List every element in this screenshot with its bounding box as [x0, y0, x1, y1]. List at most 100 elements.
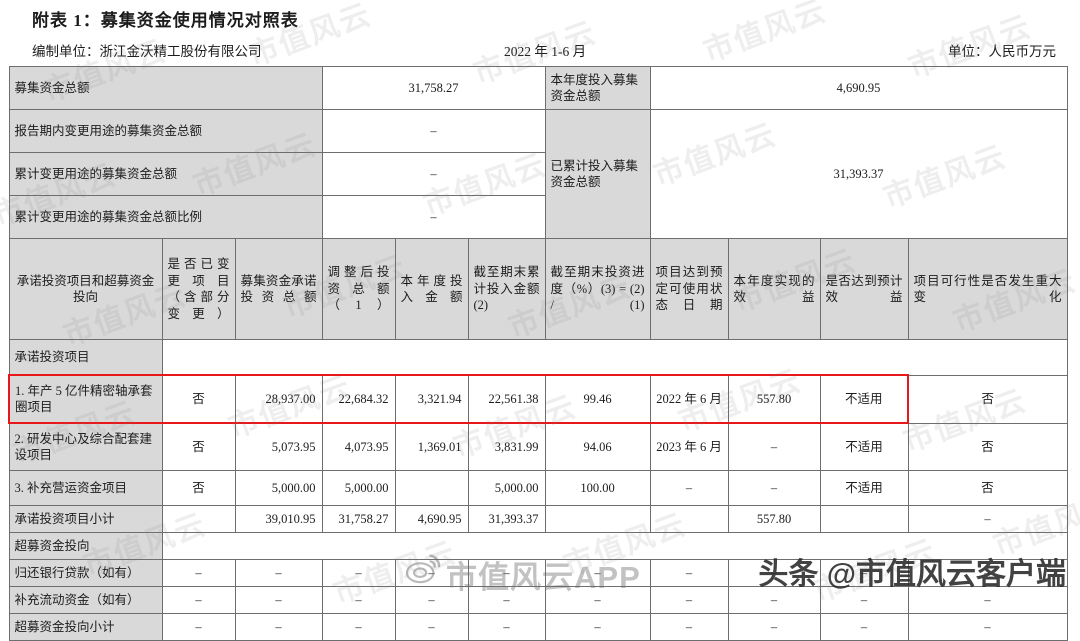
summary-row: 累计变更用途的募集资金总额比例 –	[8, 195, 1067, 239]
summary-right-value: 4,690.95	[649, 66, 1068, 110]
cell-progress: 94.06	[544, 422, 651, 471]
cell-changed: –	[161, 559, 236, 587]
cell-project-name: 归还银行贷款（如有）	[8, 559, 163, 587]
cell-promised-total: –	[234, 586, 323, 614]
cell-year-invested: –	[394, 559, 469, 587]
section-row-over: 超募资金投向	[8, 532, 1068, 560]
cell-project-name: 1. 年产 5 亿件精密轴承套圈项目	[8, 374, 163, 424]
cell-cum-invested: 31,393.37	[467, 505, 546, 533]
cell-changed: 否	[161, 470, 236, 506]
cell-progress	[544, 505, 651, 533]
table-row: 2. 研发中心及综合配套建设项目 否 5,073.95 4,073.95 1,3…	[8, 422, 1068, 471]
cell-ready-date: –	[649, 613, 729, 641]
col-header-feasibility-change: 项目可行性是否发生重大变化	[907, 238, 1068, 340]
page-title: 附表 1：募集资金使用情况对照表	[32, 11, 299, 30]
cell-promised-total: 5,073.95	[234, 422, 323, 471]
report-period: 2022 年 1-6 月	[504, 44, 587, 59]
summary-label: 累计变更用途的募集资金总额比例	[8, 195, 323, 239]
cell-adjusted-total: 4,073.95	[321, 422, 396, 471]
cell-project-name: 补充流动资金（如有）	[8, 586, 163, 614]
cell-project-name: 3. 补充营运资金项目	[8, 470, 163, 506]
summary-label: 报告期内变更用途的募集资金总额	[8, 109, 323, 153]
col-header-promised-total: 募集资金承诺投资总额	[234, 238, 323, 340]
section-row-promised: 承诺投资项目	[8, 339, 1068, 376]
col-header-year-benefit: 本年度实现的效益	[727, 238, 821, 340]
cell-cum-invested: 22,561.38	[467, 374, 546, 424]
cell-promised-total: 39,010.95	[234, 505, 323, 533]
cell-ready-date: –	[649, 470, 729, 506]
cell-progress: 99.46	[544, 374, 651, 424]
section-label: 承诺投资项目	[8, 339, 163, 376]
cell-progress: –	[544, 613, 651, 641]
cell-changed: –	[161, 586, 236, 614]
summary-label: 累计变更用途的募集资金总额	[8, 152, 323, 196]
cell-year-benefit: –	[727, 613, 821, 641]
cell-changed	[161, 505, 236, 533]
cell-year-benefit: –	[727, 586, 821, 614]
cell-feasibility-change: –	[907, 505, 1068, 533]
cell-feasibility-change: –	[907, 586, 1068, 614]
cell-changed: 否	[161, 422, 236, 471]
cell-adjusted-total: 31,758.27	[321, 505, 396, 533]
cell-year-invested	[394, 470, 469, 506]
cell-meets-expected: –	[819, 613, 909, 641]
cell-ready-date	[649, 505, 729, 533]
col-header-project: 承诺投资项目和超募资金投向	[8, 238, 163, 340]
cell-year-invested: 4,690.95	[394, 505, 469, 533]
cell-feasibility-change: –	[907, 559, 1068, 587]
cell-adjusted-total: –	[321, 586, 396, 614]
preparer-label: 编制单位：浙江金沃精工股份有限公司	[32, 44, 262, 59]
cell-meets-expected: 不适用	[819, 470, 909, 506]
cell-cum-invested: 3,831.99	[467, 422, 546, 471]
section-blank	[161, 339, 1068, 376]
col-header-meets-expected: 是否达到预计效益	[819, 238, 909, 340]
cell-cum-invested: –	[467, 559, 546, 587]
table-row: 1. 年产 5 亿件精密轴承套圈项目 否 28,937.00 22,684.32…	[8, 374, 1068, 424]
cell-adjusted-total: –	[321, 559, 396, 587]
cell-year-benefit: –	[727, 470, 821, 506]
subtotal-row-promised: 承诺投资项目小计 39,010.95 31,758.27 4,690.95 31…	[8, 505, 1068, 533]
subheader-line: 编制单位：浙江金沃精工股份有限公司 2022 年 1-6 月 单位：人民币万元	[0, 40, 1080, 62]
cell-ready-date: 2023 年 6 月	[649, 422, 729, 471]
cell-promised-total: 28,937.00	[234, 374, 323, 424]
cell-feasibility-change: 否	[907, 374, 1068, 424]
cell-feasibility-change: –	[907, 613, 1068, 641]
summary-value: –	[321, 109, 546, 153]
cell-ready-date: –	[649, 586, 729, 614]
cell-ready-date: –	[649, 559, 729, 587]
summary-right-label: 本年度投入募集资金总额	[544, 66, 651, 110]
cell-promised-total: –	[234, 613, 323, 641]
cell-project-name: 2. 研发中心及综合配套建设项目	[8, 422, 163, 471]
cell-year-invested: 1,369.01	[394, 422, 469, 471]
cell-ready-date: 2022 年 6 月	[649, 374, 729, 424]
cell-promised-total: –	[234, 559, 323, 587]
summary-row: 累计变更用途的募集资金总额 –	[8, 152, 1067, 196]
col-header-year-invested: 本年度投入金额	[394, 238, 469, 340]
cell-year-invested: –	[394, 586, 469, 614]
col-header-ready-date: 项目达到预定可使用状态日期	[649, 238, 729, 340]
summary-value: 31,758.27	[321, 66, 546, 110]
cell-progress: –	[544, 586, 651, 614]
table-row: 3. 补充营运资金项目 否 5,000.00 5,000.00 5,000.00…	[8, 470, 1068, 506]
summary-label: 募集资金总额	[8, 66, 323, 110]
col-header-changed: 是否已变更项目（含部分变更）	[161, 238, 236, 340]
summary-right-label: 已累计投入募集资金总额	[544, 109, 651, 239]
cell-cum-invested: 5,000.00	[467, 470, 546, 506]
cell-project-name: 超募资金投向小计	[8, 613, 163, 641]
cell-year-benefit: 557.80	[727, 505, 821, 533]
summary-value: –	[321, 152, 546, 196]
summary-row: 募集资金总额 31,758.27 本年度投入募集资金总额 4,690.95	[8, 66, 1068, 110]
cell-meets-expected: –	[819, 586, 909, 614]
fundraising-usage-table: 募集资金总额 31,758.27 本年度投入募集资金总额 4,690.95 报告…	[8, 66, 1068, 641]
cell-progress: 100.00	[544, 470, 651, 506]
cell-feasibility-change: 否	[907, 422, 1068, 471]
cell-year-benefit: 557.80	[727, 374, 821, 424]
cell-progress: –	[544, 559, 651, 587]
cell-meets-expected: 不适用	[819, 422, 909, 471]
col-header-adjusted-total: 调整后投资总额（1）	[321, 238, 396, 340]
cell-meets-expected: 不适用	[819, 374, 910, 424]
cell-changed: 否	[161, 374, 236, 424]
cell-promised-total: 5,000.00	[234, 470, 323, 506]
summary-row: 报告期内变更用途的募集资金总额 – 已累计投入募集资金总额 31,393.37	[8, 109, 1068, 239]
cell-cum-invested: –	[467, 586, 546, 614]
